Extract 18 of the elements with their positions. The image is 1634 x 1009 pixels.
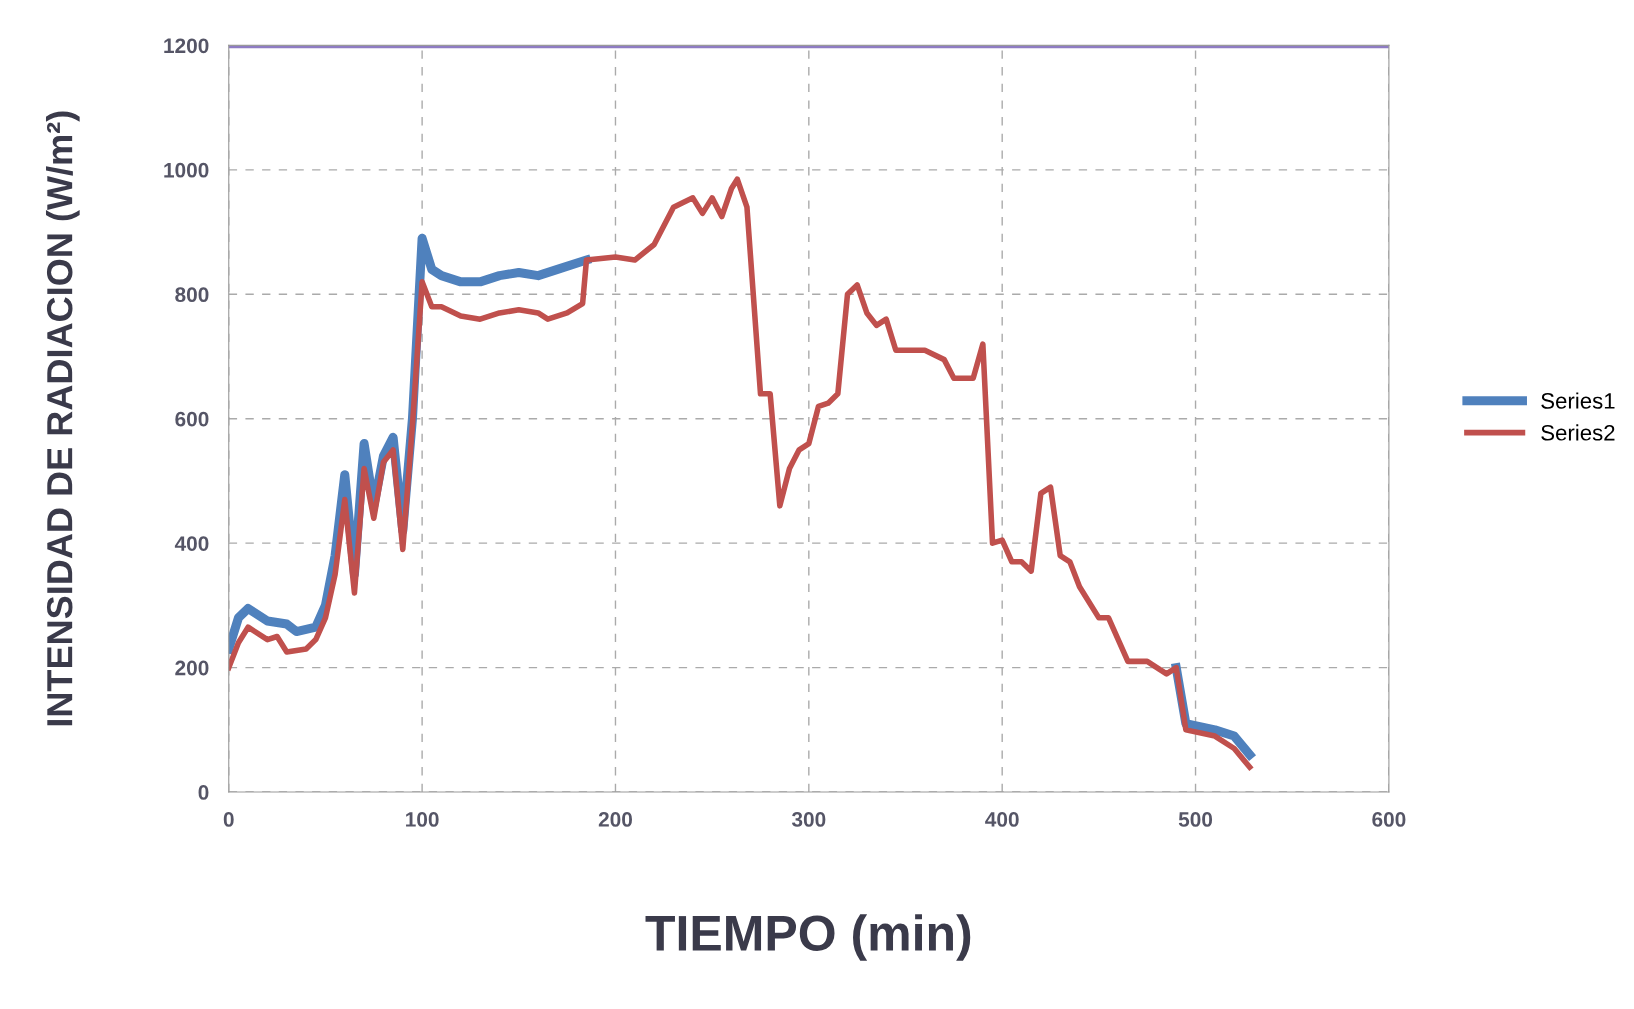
x-axis-title: TIEMPO (min) xyxy=(645,914,971,961)
x-tick-label: 0 xyxy=(223,812,234,827)
y-tick-label: 800 xyxy=(175,287,209,303)
y-tick-label: 600 xyxy=(175,411,209,427)
legend-label: Series2 xyxy=(1541,424,1615,441)
legend-label: Series1 xyxy=(1541,392,1615,409)
x-tick-label: 500 xyxy=(1178,812,1213,827)
y-tick-label: 400 xyxy=(174,536,209,551)
x-tick-label: 300 xyxy=(791,812,826,827)
y-tick-label: 200 xyxy=(175,660,209,676)
x-tick-label: 400 xyxy=(985,812,1019,827)
y-axis-title: INTENSIDAD DE RADIACION (W/m²) xyxy=(45,111,80,726)
x-tick-label: 600 xyxy=(1372,812,1406,827)
y-tick-label: 0 xyxy=(198,785,209,800)
x-tick-label: 200 xyxy=(598,812,632,827)
x-tick-label: 100 xyxy=(406,812,439,827)
y-tick-label: 1200 xyxy=(164,38,209,54)
y-tick-label: 1000 xyxy=(164,162,209,178)
